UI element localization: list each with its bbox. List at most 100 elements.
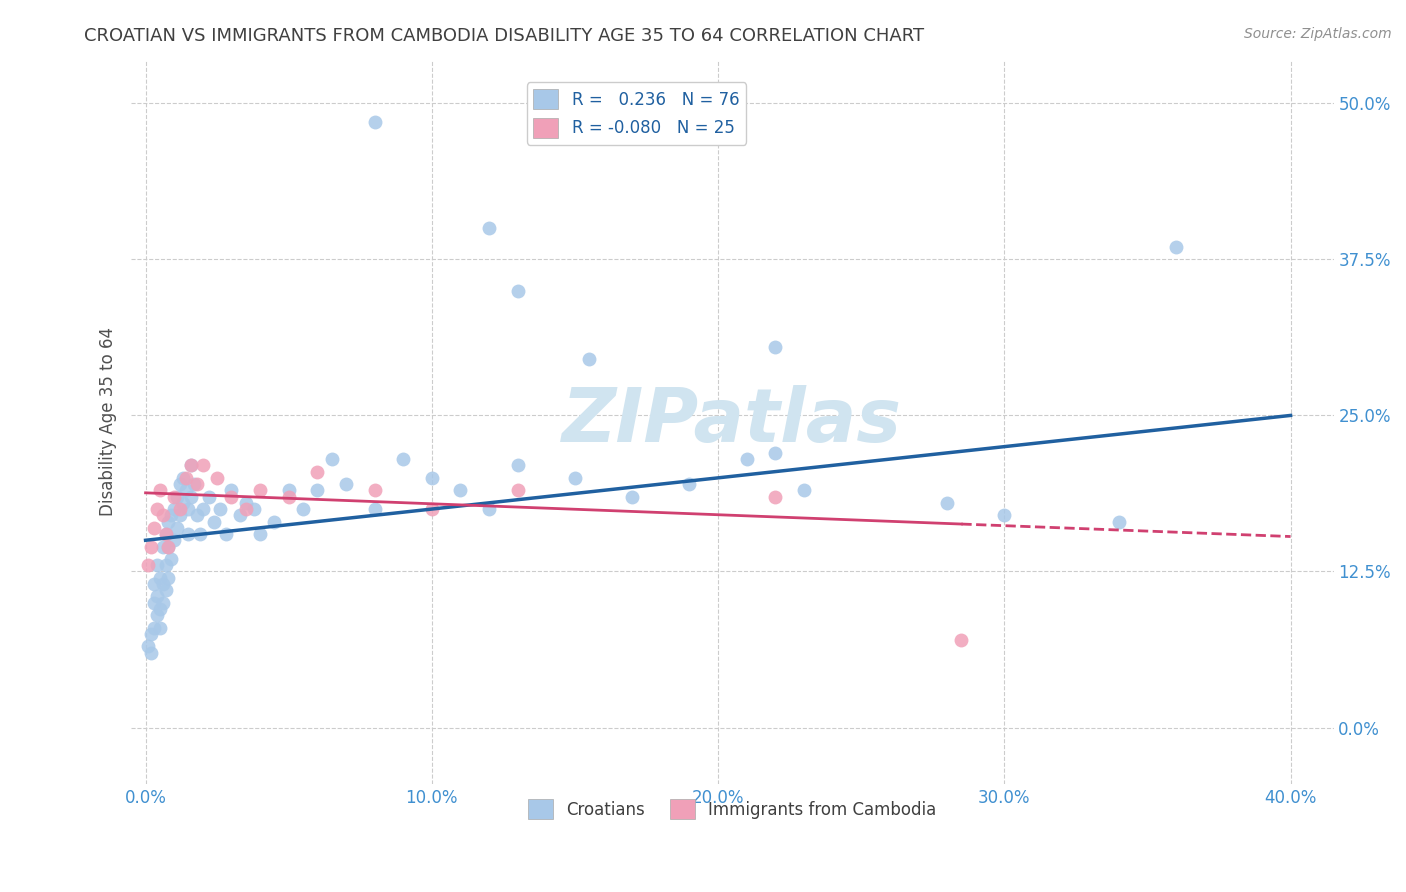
Point	[221, 490, 243, 504]
Point	[174, 483, 197, 498]
Legend: Croatians, Immigrants from Cambodia: Croatians, Immigrants from Cambodia	[522, 792, 943, 826]
Text: ZIPatlas: ZIPatlas	[562, 385, 903, 458]
Point	[249, 483, 271, 498]
Point	[155, 527, 177, 541]
Point	[229, 508, 252, 523]
Point	[191, 458, 214, 473]
Point	[197, 490, 219, 504]
Text: Source: ZipAtlas.com: Source: ZipAtlas.com	[1244, 27, 1392, 41]
Point	[177, 502, 200, 516]
Point	[177, 527, 200, 541]
Point	[169, 508, 191, 523]
Point	[152, 508, 174, 523]
Point	[1108, 515, 1130, 529]
Point	[146, 502, 169, 516]
Point	[235, 496, 257, 510]
Point	[146, 590, 169, 604]
Point	[678, 477, 700, 491]
Point	[169, 502, 191, 516]
Point	[157, 571, 180, 585]
Point	[157, 540, 180, 554]
Point	[936, 496, 959, 510]
Point	[149, 483, 172, 498]
Point	[420, 502, 443, 516]
Point	[506, 284, 529, 298]
Point	[621, 490, 644, 504]
Point	[277, 483, 299, 498]
Point	[793, 483, 815, 498]
Point	[191, 502, 214, 516]
Point	[277, 490, 299, 504]
Point	[186, 477, 208, 491]
Point	[950, 633, 973, 648]
Point	[143, 521, 166, 535]
Point	[155, 527, 177, 541]
Point	[292, 502, 315, 516]
Point	[235, 502, 257, 516]
Point	[157, 515, 180, 529]
Point	[993, 508, 1015, 523]
Point	[186, 508, 208, 523]
Point	[149, 602, 172, 616]
Point	[141, 646, 163, 660]
Point	[202, 515, 225, 529]
Point	[205, 471, 228, 485]
Point	[157, 540, 180, 554]
Point	[155, 558, 177, 573]
Point	[143, 577, 166, 591]
Point	[363, 115, 385, 129]
Point	[506, 458, 529, 473]
Point	[478, 502, 501, 516]
Point	[180, 458, 202, 473]
Y-axis label: Disability Age 35 to 64: Disability Age 35 to 64	[100, 327, 117, 516]
Point	[578, 352, 600, 367]
Point	[183, 477, 205, 491]
Point	[143, 621, 166, 635]
Point	[335, 477, 357, 491]
Point	[143, 596, 166, 610]
Point	[208, 502, 231, 516]
Point	[141, 540, 163, 554]
Point	[138, 640, 160, 654]
Point	[763, 446, 786, 460]
Point	[155, 583, 177, 598]
Point	[166, 521, 188, 535]
Point	[163, 533, 186, 548]
Point	[363, 483, 385, 498]
Point	[160, 508, 183, 523]
Point	[152, 577, 174, 591]
Point	[163, 490, 186, 504]
Point	[152, 540, 174, 554]
Point	[243, 502, 266, 516]
Point	[564, 471, 586, 485]
Point	[420, 471, 443, 485]
Point	[478, 221, 501, 235]
Point	[221, 483, 243, 498]
Point	[138, 558, 160, 573]
Point	[363, 502, 385, 516]
Point	[174, 471, 197, 485]
Point	[249, 527, 271, 541]
Point	[169, 477, 191, 491]
Point	[735, 452, 758, 467]
Point	[449, 483, 471, 498]
Point	[307, 483, 329, 498]
Point	[172, 471, 194, 485]
Point	[763, 490, 786, 504]
Point	[188, 527, 211, 541]
Point	[180, 490, 202, 504]
Point	[166, 490, 188, 504]
Point	[263, 515, 285, 529]
Point	[163, 502, 186, 516]
Point	[763, 340, 786, 354]
Point	[321, 452, 343, 467]
Point	[146, 558, 169, 573]
Text: CROATIAN VS IMMIGRANTS FROM CAMBODIA DISABILITY AGE 35 TO 64 CORRELATION CHART: CROATIAN VS IMMIGRANTS FROM CAMBODIA DIS…	[84, 27, 925, 45]
Point	[307, 465, 329, 479]
Point	[180, 458, 202, 473]
Point	[506, 483, 529, 498]
Point	[146, 608, 169, 623]
Point	[149, 571, 172, 585]
Point	[160, 552, 183, 566]
Point	[392, 452, 415, 467]
